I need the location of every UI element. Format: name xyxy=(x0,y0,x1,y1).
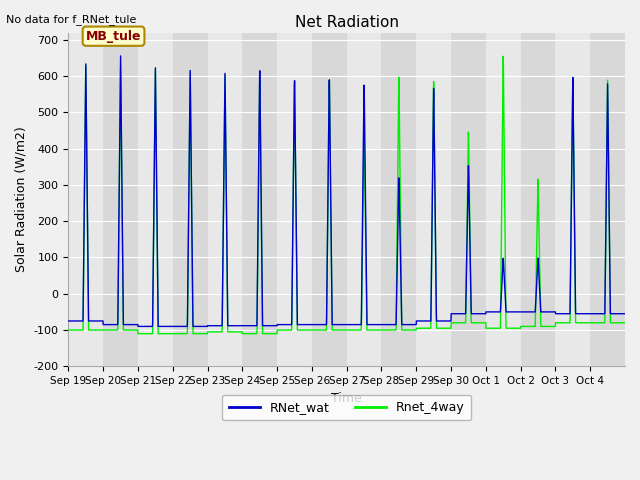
RNet_wat xyxy=(179,324,186,329)
Bar xyxy=(590,33,625,366)
Bar xyxy=(451,33,486,366)
Bar xyxy=(520,33,556,366)
RNet_wat xyxy=(536,298,544,304)
Line: RNet_wat: RNet_wat xyxy=(68,56,625,326)
RNet_wat xyxy=(621,311,629,317)
Line: Rnet_4way: Rnet_4way xyxy=(68,56,625,334)
Bar xyxy=(381,33,416,366)
Rnet_4way xyxy=(419,325,426,331)
Bar xyxy=(416,33,451,366)
Rnet_4way xyxy=(503,325,511,331)
Bar xyxy=(68,33,103,366)
Legend: RNet_wat, Rnet_4way: RNet_wat, Rnet_4way xyxy=(222,395,471,420)
Bar xyxy=(103,33,138,366)
Bar xyxy=(138,33,173,366)
Rnet_4way xyxy=(467,316,475,322)
RNet_wat xyxy=(503,309,511,315)
RNet_wat xyxy=(615,311,623,317)
Bar xyxy=(347,33,381,366)
Bar xyxy=(556,33,590,366)
Bar xyxy=(486,33,520,366)
RNet_wat xyxy=(419,318,426,324)
Text: No data for f_RNet_tule: No data for f_RNet_tule xyxy=(6,14,137,25)
Rnet_4way xyxy=(615,320,623,325)
Rnet_4way xyxy=(65,327,72,333)
Title: Net Radiation: Net Radiation xyxy=(294,15,399,30)
Bar xyxy=(277,33,312,366)
RNet_wat xyxy=(468,311,476,317)
Rnet_4way xyxy=(536,294,544,300)
Y-axis label: Solar Radiation (W/m2): Solar Radiation (W/m2) xyxy=(15,127,28,272)
X-axis label: Time: Time xyxy=(332,392,362,405)
RNet_wat xyxy=(134,324,142,329)
Bar xyxy=(207,33,243,366)
Bar xyxy=(312,33,347,366)
RNet_wat xyxy=(65,318,72,324)
Bar xyxy=(243,33,277,366)
Rnet_4way xyxy=(499,53,507,59)
Text: MB_tule: MB_tule xyxy=(86,30,141,43)
RNet_wat xyxy=(116,53,124,59)
Rnet_4way xyxy=(134,331,142,336)
Rnet_4way xyxy=(621,320,629,325)
Bar xyxy=(173,33,207,366)
Rnet_4way xyxy=(179,331,186,336)
